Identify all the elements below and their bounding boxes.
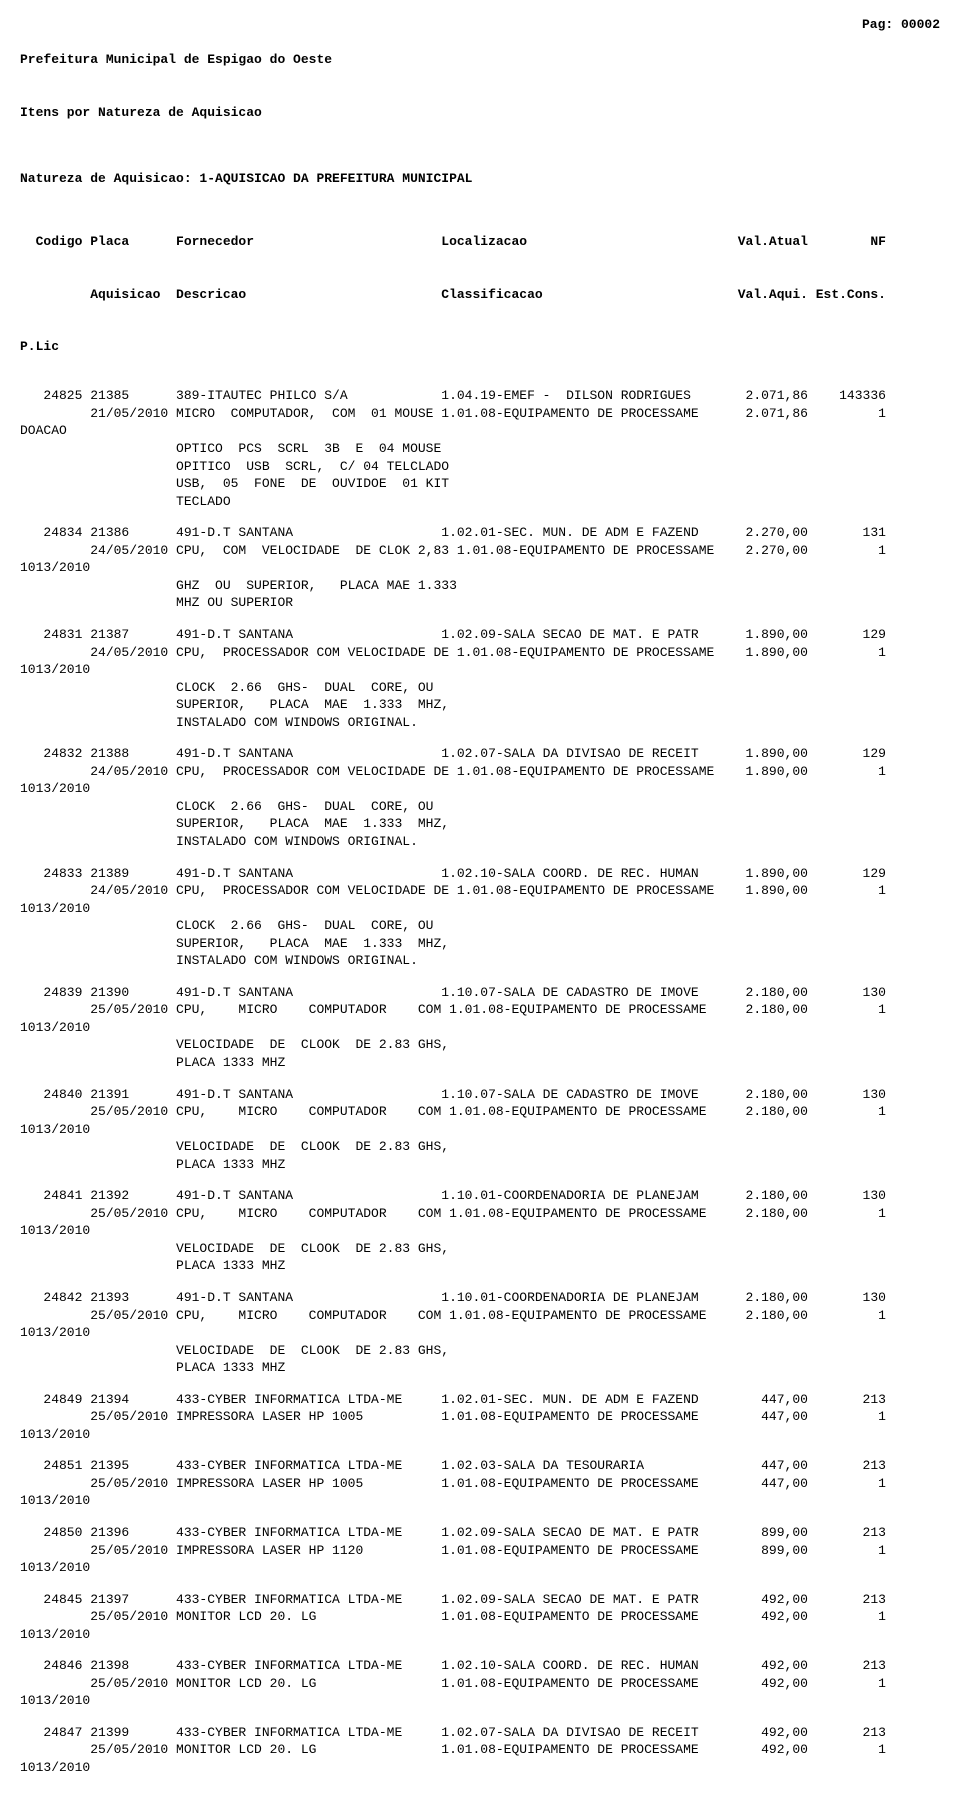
entries-list: 24825 21385 389-ITAUTEC PHILCO S/A 1.04.… [20,387,940,1776]
entry-text: 24832 21388 491-D.T SANTANA 1.02.07-SALA… [20,745,940,850]
entry-row: 24846 21398 433-CYBER INFORMATICA LTDA-M… [20,1657,940,1710]
entry-row: 24832 21388 491-D.T SANTANA 1.02.07-SALA… [20,745,940,850]
page-label: Pag: 00002 [862,16,940,156]
entry-text: 24849 21394 433-CYBER INFORMATICA LTDA-M… [20,1391,940,1444]
entry-text: 24839 21390 491-D.T SANTANA 1.10.07-SALA… [20,984,940,1072]
entry-text: 24845 21397 433-CYBER INFORMATICA LTDA-M… [20,1591,940,1644]
entry-text: 24825 21385 389-ITAUTEC PHILCO S/A 1.04.… [20,387,940,510]
entry-row: 24833 21389 491-D.T SANTANA 1.02.10-SALA… [20,865,940,970]
entry-text: 24842 21393 491-D.T SANTANA 1.10.01-COOR… [20,1289,940,1377]
entry-text: 24831 21387 491-D.T SANTANA 1.02.09-SALA… [20,626,940,731]
entry-row: 24840 21391 491-D.T SANTANA 1.10.07-SALA… [20,1086,940,1174]
entry-row: 24841 21392 491-D.T SANTANA 1.10.01-COOR… [20,1187,940,1275]
column-headers-line3: P.Lic [20,338,940,356]
column-headers-line1: Codigo Placa Fornecedor Localizacao Val.… [20,233,940,251]
column-headers: Codigo Placa Fornecedor Localizacao Val.… [20,198,940,373]
entry-row: 24839 21390 491-D.T SANTANA 1.10.07-SALA… [20,984,940,1072]
entry-text: 24851 21395 433-CYBER INFORMATICA LTDA-M… [20,1457,940,1510]
entry-text: 24834 21386 491-D.T SANTANA 1.02.01-SEC.… [20,524,940,612]
entry-text: 24847 21399 433-CYBER INFORMATICA LTDA-M… [20,1724,940,1777]
entry-row: 24850 21396 433-CYBER INFORMATICA LTDA-M… [20,1524,940,1577]
entry-text: 24833 21389 491-D.T SANTANA 1.02.10-SALA… [20,865,940,970]
entry-row: 24849 21394 433-CYBER INFORMATICA LTDA-M… [20,1391,940,1444]
entry-row: 24847 21399 433-CYBER INFORMATICA LTDA-M… [20,1724,940,1777]
entry-row: 24842 21393 491-D.T SANTANA 1.10.01-COOR… [20,1289,940,1377]
column-headers-line2: Aquisicao Descricao Classificacao Val.Aq… [20,286,940,304]
entry-row: 24831 21387 491-D.T SANTANA 1.02.09-SALA… [20,626,940,731]
entry-row: 24825 21385 389-ITAUTEC PHILCO S/A 1.04.… [20,387,940,510]
org-name: Prefeitura Municipal de Espigao do Oeste [20,51,332,69]
entry-row: 24851 21395 433-CYBER INFORMATICA LTDA-M… [20,1457,940,1510]
entry-text: 24846 21398 433-CYBER INFORMATICA LTDA-M… [20,1657,940,1710]
report-header: Prefeitura Municipal de Espigao do Oeste… [20,16,940,156]
entry-text: 24840 21391 491-D.T SANTANA 1.10.07-SALA… [20,1086,940,1174]
entry-row: 24845 21397 433-CYBER INFORMATICA LTDA-M… [20,1591,940,1644]
entry-text: 24841 21392 491-D.T SANTANA 1.10.01-COOR… [20,1187,940,1275]
entry-text: 24850 21396 433-CYBER INFORMATICA LTDA-M… [20,1524,940,1577]
entry-row: 24834 21386 491-D.T SANTANA 1.02.01-SEC.… [20,524,940,612]
report-title: Itens por Natureza de Aquisicao [20,104,332,122]
section-heading: Natureza de Aquisicao: 1-AQUISICAO DA PR… [20,170,940,188]
